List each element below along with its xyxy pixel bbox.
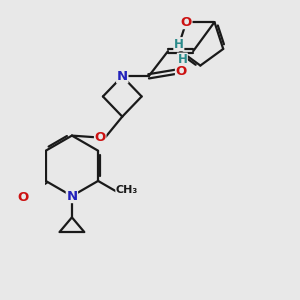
Text: O: O — [181, 16, 192, 28]
Text: O: O — [94, 131, 106, 144]
Text: O: O — [17, 191, 28, 204]
Text: H: H — [177, 53, 187, 66]
Text: H: H — [174, 38, 184, 51]
Text: O: O — [176, 65, 187, 78]
Text: CH₃: CH₃ — [116, 184, 138, 195]
Text: N: N — [66, 190, 77, 202]
Text: N: N — [117, 70, 128, 83]
